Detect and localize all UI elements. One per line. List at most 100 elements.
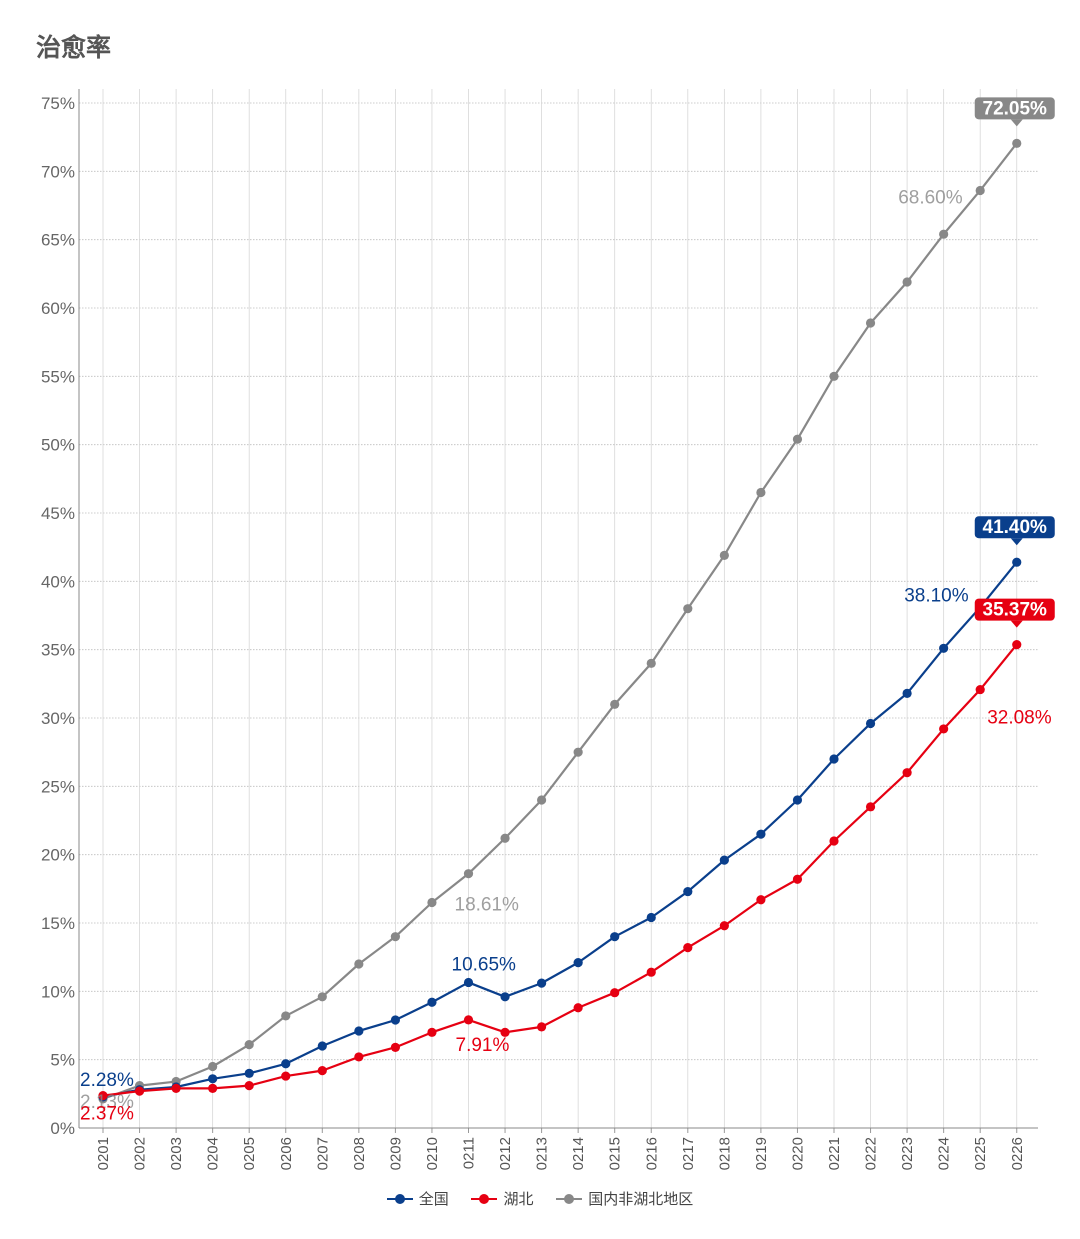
data-point bbox=[792, 434, 803, 444]
data-point bbox=[281, 1011, 291, 1021]
data-point bbox=[537, 1022, 547, 1032]
data-point bbox=[792, 795, 803, 805]
grid-layer bbox=[79, 89, 1038, 1129]
x-tick-label: 0218 bbox=[716, 1137, 733, 1170]
data-point bbox=[1012, 640, 1022, 650]
x-tick-label: 0225 bbox=[972, 1137, 989, 1170]
data-point bbox=[683, 604, 693, 614]
data-point bbox=[939, 724, 949, 734]
data-point bbox=[390, 932, 400, 942]
data-point bbox=[829, 371, 839, 381]
y-tick-label: 15% bbox=[41, 914, 75, 933]
x-tick-label: 0220 bbox=[789, 1137, 806, 1170]
data-point bbox=[719, 921, 729, 931]
y-tick-label: 30% bbox=[41, 709, 75, 728]
x-tick-label: 0204 bbox=[205, 1137, 222, 1170]
x-tick-label: 0223 bbox=[899, 1137, 916, 1170]
data-point bbox=[244, 1068, 254, 1078]
value-callout-box bbox=[974, 598, 1055, 621]
data-point bbox=[281, 1059, 291, 1069]
legend-swatch bbox=[386, 1193, 413, 1204]
value-callout-box bbox=[974, 516, 1055, 539]
x-tick-label: 0216 bbox=[643, 1137, 660, 1170]
data-point bbox=[610, 932, 620, 942]
data-point bbox=[646, 967, 656, 977]
chart-title: 治愈率 bbox=[36, 33, 112, 62]
data-point bbox=[317, 992, 327, 1002]
data-point bbox=[719, 550, 729, 560]
x-tick-label: 0224 bbox=[936, 1137, 953, 1170]
x-tick-label: 0211 bbox=[461, 1137, 478, 1169]
data-point bbox=[683, 886, 693, 897]
legend-item-non-hubei[interactable]: 国内非湖北地区 bbox=[556, 1188, 693, 1209]
data-point bbox=[610, 988, 620, 998]
value-label: 2.13% bbox=[80, 1092, 134, 1113]
data-point bbox=[354, 959, 364, 969]
data-point bbox=[317, 1066, 327, 1076]
data-point bbox=[390, 1015, 400, 1025]
legend-swatch bbox=[471, 1193, 498, 1204]
data-point bbox=[427, 1027, 437, 1037]
x-tick-label: 0214 bbox=[570, 1137, 587, 1170]
data-point bbox=[756, 895, 766, 905]
legend-item-hubei[interactable]: 湖北 bbox=[471, 1188, 534, 1209]
data-point bbox=[573, 747, 583, 757]
data-point bbox=[1012, 138, 1022, 148]
x-tick-label: 0208 bbox=[351, 1137, 368, 1170]
value-label: 10.65% bbox=[452, 954, 517, 975]
value-label: 38.10% bbox=[904, 585, 969, 606]
value-callout-label: 72.05% bbox=[983, 98, 1048, 119]
series-line bbox=[102, 643, 1018, 1097]
x-tick-label: 0203 bbox=[168, 1137, 185, 1170]
data-point bbox=[208, 1074, 218, 1084]
data-point bbox=[1012, 557, 1022, 567]
x-tick-label: 0206 bbox=[278, 1137, 295, 1170]
x-tick-label: 0213 bbox=[534, 1137, 551, 1170]
data-point bbox=[427, 897, 437, 908]
value-label: 2.28% bbox=[80, 1070, 134, 1091]
x-tick-label: 0219 bbox=[753, 1137, 770, 1170]
data-point bbox=[792, 874, 803, 884]
data-point bbox=[975, 684, 985, 695]
data-point bbox=[902, 277, 912, 287]
data-point bbox=[865, 718, 876, 729]
legend-label: 湖北 bbox=[503, 1190, 534, 1208]
value-label: 68.60% bbox=[898, 187, 963, 208]
x-tick-label: 0205 bbox=[241, 1137, 258, 1170]
data-point bbox=[500, 992, 510, 1002]
x-tick-label: 0226 bbox=[1009, 1137, 1026, 1170]
y-tick-label: 10% bbox=[41, 982, 75, 1001]
value-callout-pointer bbox=[1010, 538, 1023, 546]
data-point bbox=[463, 869, 474, 879]
x-tick-label: 0217 bbox=[680, 1137, 697, 1170]
x-tick-label: 0222 bbox=[863, 1137, 880, 1170]
y-tick-label: 70% bbox=[41, 162, 75, 181]
data-point bbox=[975, 185, 985, 196]
data-point bbox=[537, 795, 547, 805]
data-point bbox=[500, 833, 510, 843]
value-label: 18.61% bbox=[455, 895, 520, 916]
value-callout-label: 41.40% bbox=[983, 517, 1048, 538]
data-point bbox=[463, 1015, 474, 1025]
legend-item-national[interactable]: 全国 bbox=[386, 1188, 449, 1209]
data-point bbox=[244, 1040, 254, 1050]
data-point bbox=[829, 836, 839, 846]
y-tick-label: 5% bbox=[50, 1051, 75, 1070]
data-point bbox=[683, 943, 693, 953]
data-point bbox=[610, 699, 620, 709]
y-tick-label: 0% bbox=[50, 1119, 75, 1138]
value-callout-pointer bbox=[1010, 620, 1023, 628]
y-tick-label: 25% bbox=[41, 777, 75, 796]
data-point bbox=[427, 997, 437, 1007]
legend-label: 国内非湖北地区 bbox=[588, 1190, 694, 1208]
x-tick-label: 0212 bbox=[497, 1137, 514, 1170]
data-point bbox=[902, 688, 912, 699]
value-label: 2.37% bbox=[80, 1104, 134, 1125]
data-point bbox=[390, 1042, 400, 1052]
data-point bbox=[902, 768, 912, 778]
data-point bbox=[573, 1003, 583, 1013]
data-point bbox=[500, 1027, 510, 1037]
data-point bbox=[134, 1086, 145, 1096]
chart-legend: 全国 湖北 国内非湖北地区 bbox=[0, 1188, 1080, 1209]
x-tick-label: 0202 bbox=[132, 1137, 149, 1170]
